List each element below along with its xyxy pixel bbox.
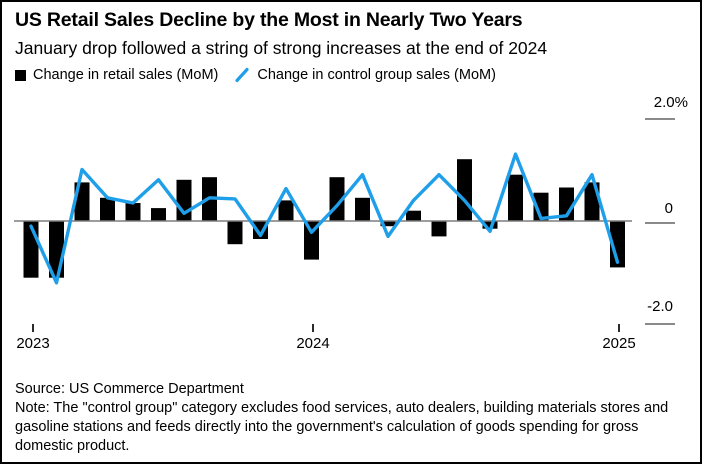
chart-title: US Retail Sales Decline by the Most in N… (15, 9, 523, 31)
control-group-line (29, 152, 620, 285)
x-tick-2024 (312, 324, 314, 332)
bar-jul-2023 (151, 208, 166, 221)
y-tick-label-2: 2.0% (653, 94, 688, 111)
source-note: Source: US Commerce Department Note: The… (15, 380, 689, 456)
bar-jun-2024 (431, 221, 447, 237)
bar-may-2024 (406, 210, 421, 221)
y-tick-line-2 (645, 118, 675, 120)
bar-may-2023 (100, 197, 115, 221)
bar-apr-2024 (380, 221, 396, 227)
y-tick-label-neg2: -2.0 (647, 298, 673, 315)
bar-oct-2024 (533, 192, 549, 221)
y-tick-line-0 (645, 222, 675, 224)
legend-label-control-group: Change in control group sales (MoM) (257, 67, 496, 83)
y-tick-label-0: 0 (664, 200, 673, 217)
note-line: Note: The "control group" category exclu… (15, 400, 669, 454)
x-tick-2025 (618, 324, 620, 332)
bar-dec-2023 (278, 200, 294, 221)
x-tick-label-2024: 2024 (296, 335, 330, 352)
x-tick-2023 (32, 324, 34, 332)
bar-jun-2023 (125, 203, 141, 221)
line-slash-icon (235, 67, 249, 83)
legend-item-control-group: Change in control group sales (MoM) (234, 67, 496, 83)
legend-label-retail-sales: Change in retail sales (MoM) (33, 67, 219, 83)
source-line: Source: US Commerce Department (15, 381, 244, 397)
bar-swatch-icon (15, 69, 26, 81)
legend: Change in retail sales (MoM) Change in c… (15, 67, 496, 83)
bar-jul-2024 (457, 159, 472, 221)
chart-subtitle: January drop followed a string of strong… (15, 38, 548, 58)
x-tick-label-2025: 2025 (602, 335, 636, 352)
bar-oct-2023 (227, 221, 243, 245)
y-tick-line-neg2 (645, 323, 675, 325)
bar-mar-2024 (355, 197, 370, 221)
bar-sep-2024 (508, 174, 523, 222)
legend-item-retail-sales: Change in retail sales (MoM) (15, 67, 218, 83)
bar-jan-2025 (610, 221, 625, 268)
x-tick-label-2023: 2023 (16, 335, 50, 352)
bar-aug-2024 (482, 221, 498, 229)
